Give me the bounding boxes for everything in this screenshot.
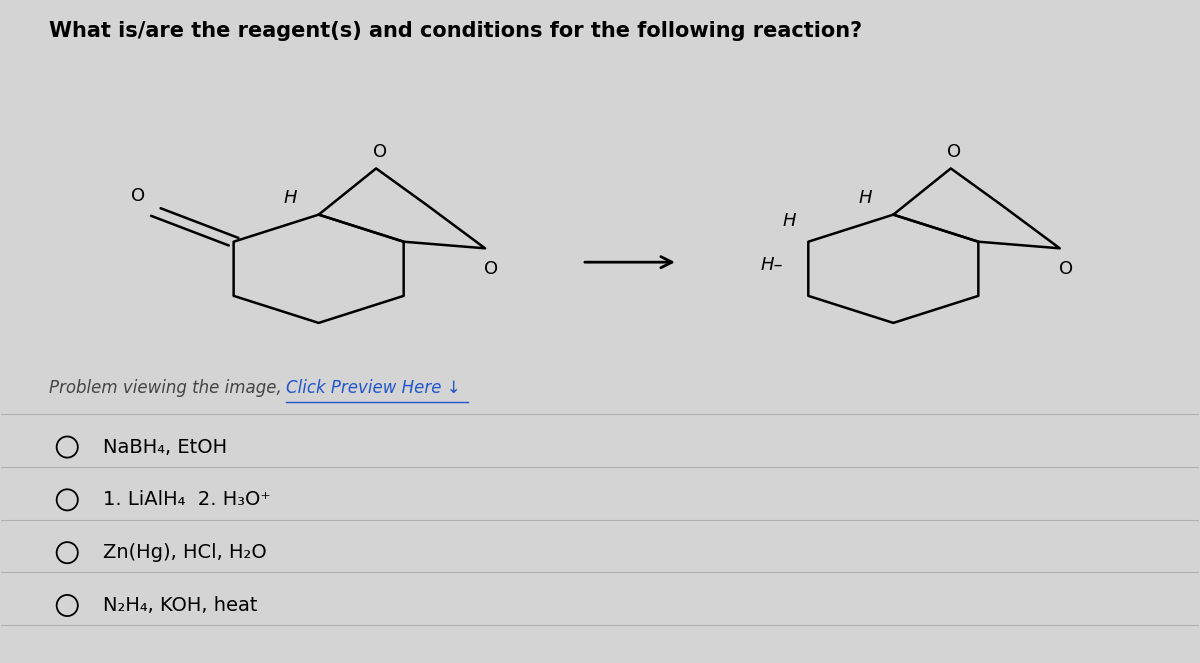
- Text: Zn(Hg), HCl, H₂O: Zn(Hg), HCl, H₂O: [103, 543, 266, 562]
- Text: O: O: [947, 143, 961, 160]
- Text: Problem viewing the image,: Problem viewing the image,: [49, 379, 287, 396]
- Text: H–: H–: [761, 257, 784, 274]
- Text: O: O: [484, 260, 498, 278]
- Text: O: O: [373, 143, 386, 160]
- Text: What is/are the reagent(s) and conditions for the following reaction?: What is/are the reagent(s) and condition…: [49, 21, 863, 41]
- Text: 1. LiAlH₄  2. H₃O⁺: 1. LiAlH₄ 2. H₃O⁺: [103, 491, 271, 509]
- Text: O: O: [1058, 260, 1073, 278]
- Text: NaBH₄, EtOH: NaBH₄, EtOH: [103, 438, 227, 457]
- Text: H: H: [858, 189, 871, 207]
- Text: O: O: [131, 188, 145, 206]
- Text: H: H: [283, 189, 298, 207]
- Text: N₂H₄, KOH, heat: N₂H₄, KOH, heat: [103, 596, 258, 615]
- Text: Click Preview Here ↓: Click Preview Here ↓: [287, 379, 461, 396]
- Text: H: H: [782, 211, 797, 230]
